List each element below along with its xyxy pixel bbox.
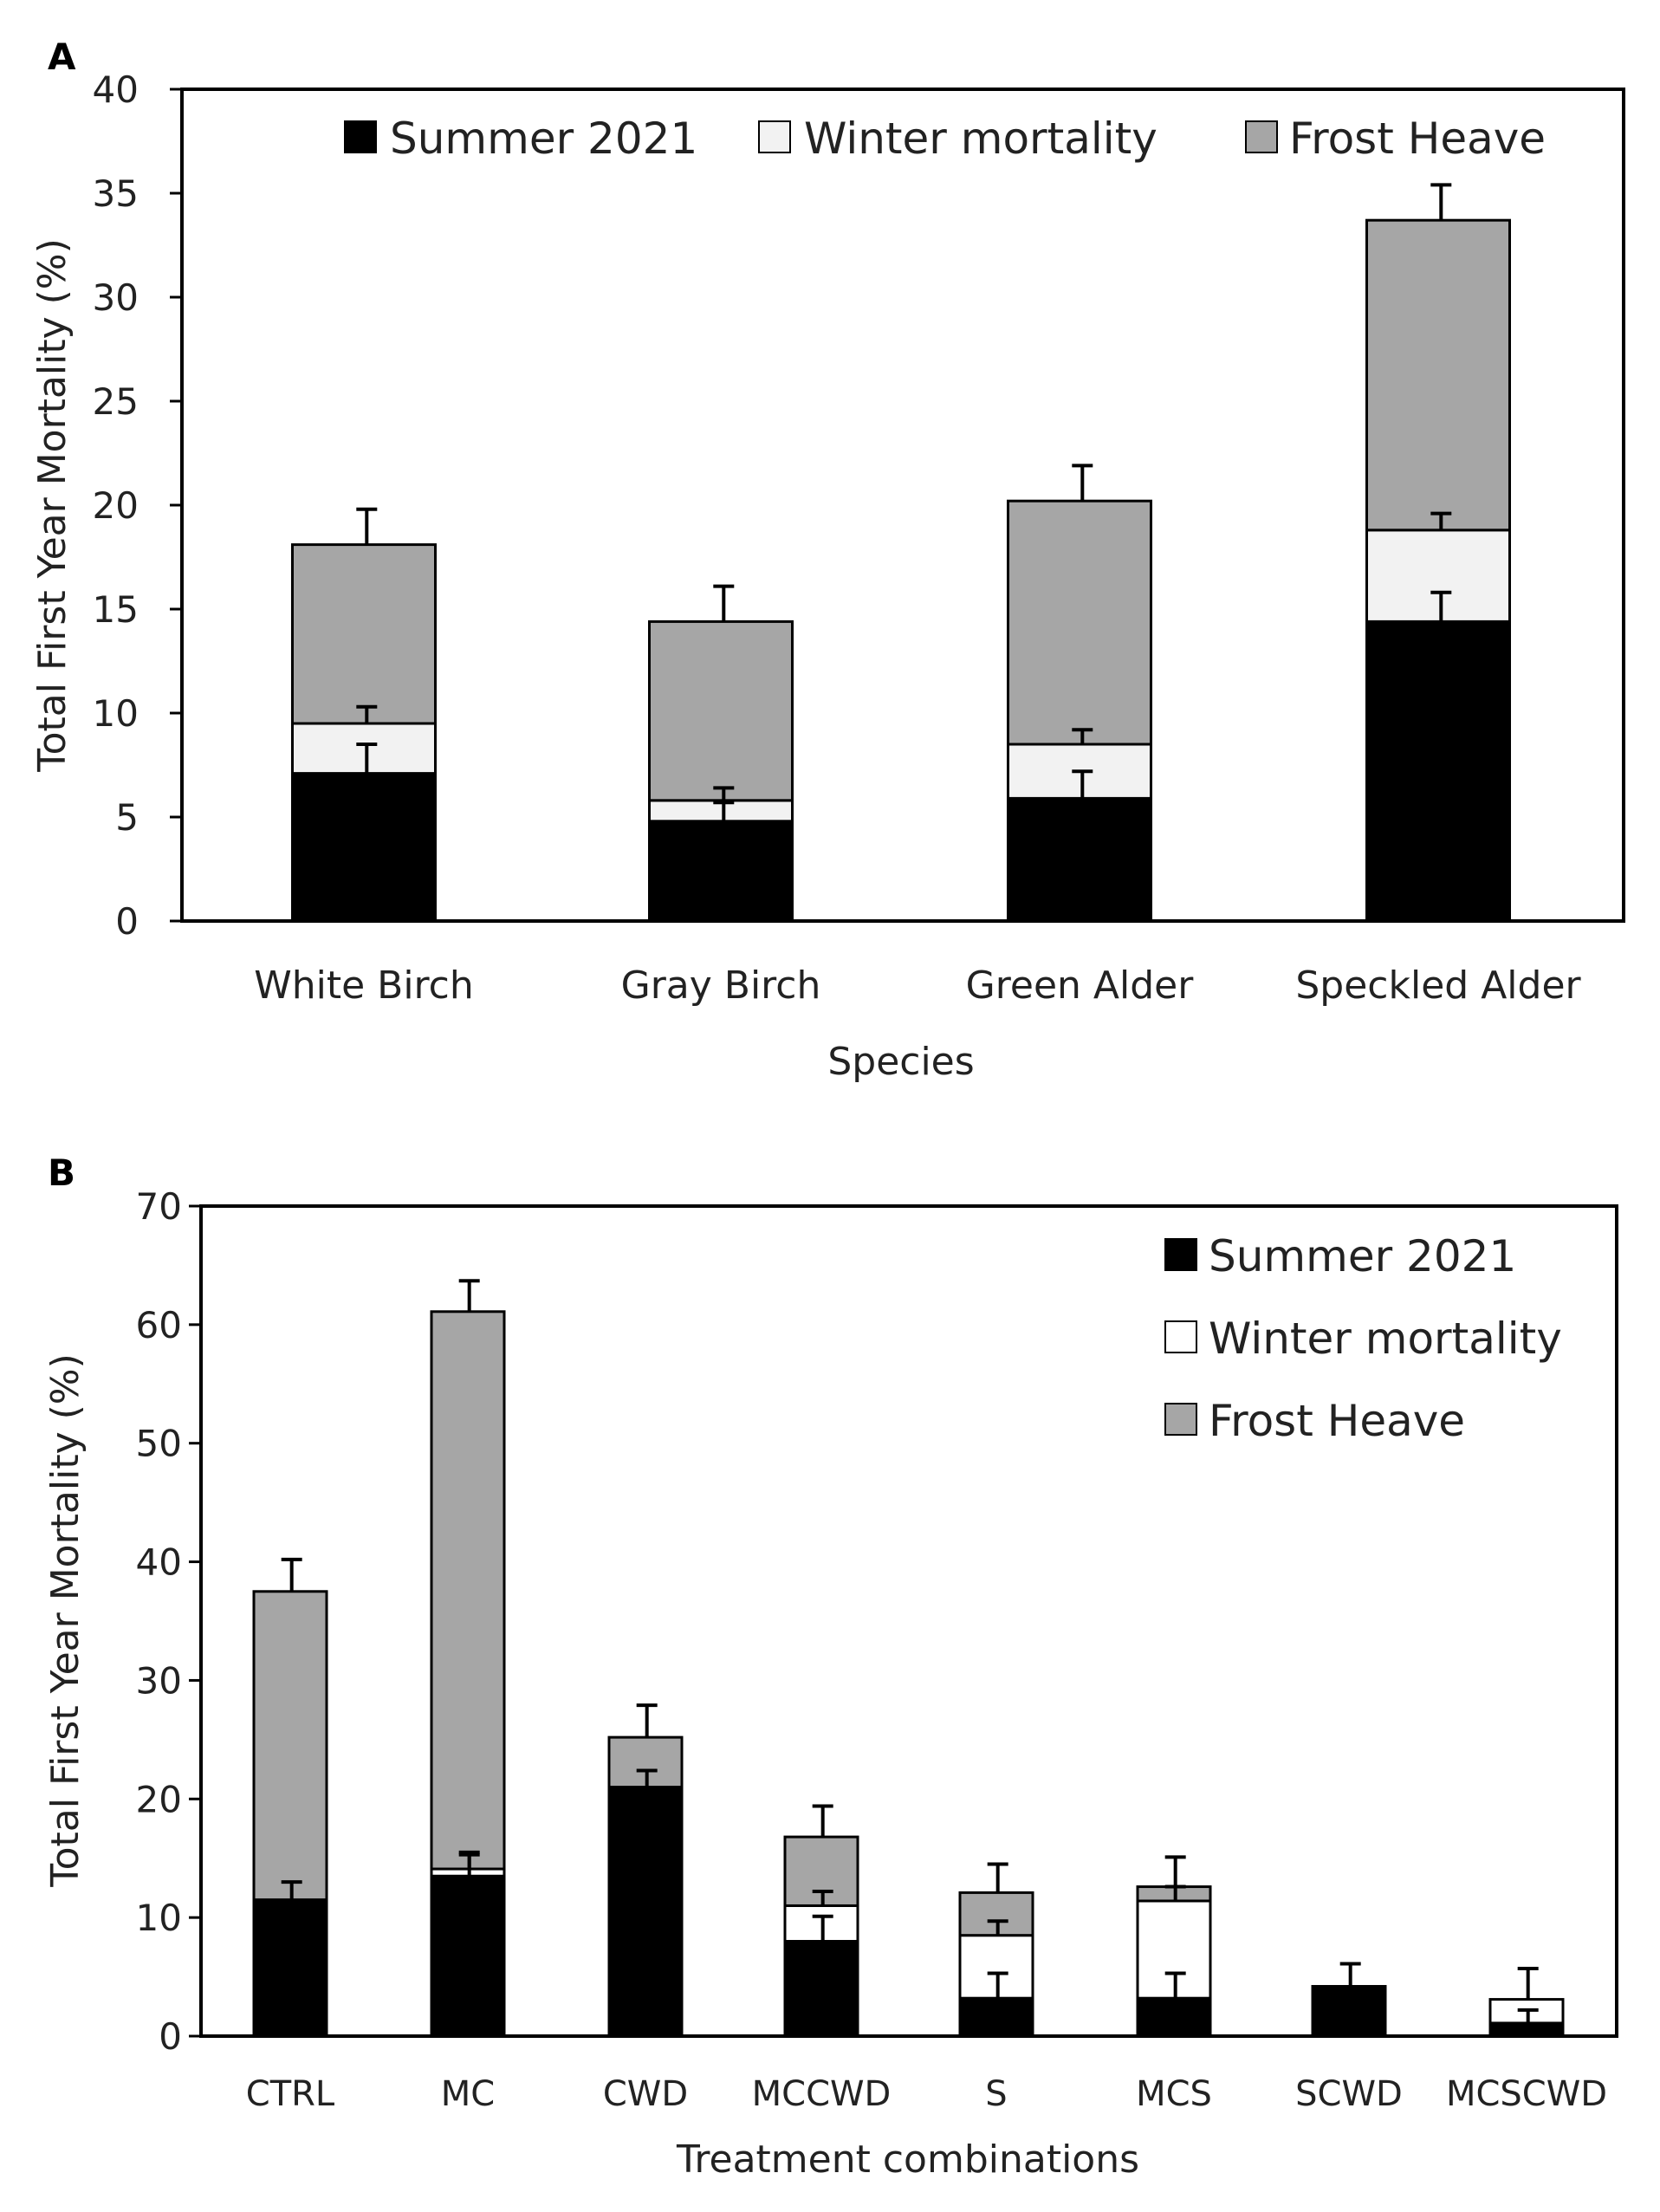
panel-b-x-axis-title: Treatment combinations bbox=[676, 2137, 1139, 2182]
panel-b-legend-label: Winter mortality bbox=[1209, 1314, 1562, 1364]
panel-b-y-tick-label: 40 bbox=[136, 1541, 182, 1584]
panel-b-category-label: S bbox=[985, 2074, 1007, 2114]
panel-a-bar-summer bbox=[291, 772, 437, 923]
panel-b-legend-label: Frost Heave bbox=[1209, 1396, 1465, 1446]
panel-b-bar-frost bbox=[430, 1310, 506, 1871]
panel-b-category-label: CTRL bbox=[246, 2074, 335, 2114]
panel-a-legend: Summer 2021 Winter mortality Frost Heave bbox=[344, 114, 1546, 164]
panel-b-legend-swatch-frost bbox=[1164, 1403, 1197, 1436]
panel-a-y-tick-label: 40 bbox=[93, 68, 139, 111]
panel-a-label: A bbox=[48, 36, 76, 78]
panel-b-category-label: MCS bbox=[1136, 2074, 1212, 2114]
panel-b-bar-summer bbox=[958, 1996, 1034, 2038]
panel-a-bar-frost bbox=[291, 543, 437, 725]
panel-a-y-tick-label: 30 bbox=[93, 276, 139, 319]
panel-a-bar-summer bbox=[1365, 619, 1511, 923]
panel-a-y-tick-label: 35 bbox=[93, 172, 139, 215]
panel-a-x-axis: White Birch Gray Birch Green Alder Speck… bbox=[254, 963, 1581, 1008]
panel-a-legend-swatch-summer bbox=[344, 120, 377, 153]
panel-a-legend-swatch-frost bbox=[1245, 120, 1278, 153]
panel-b-label: B bbox=[48, 1151, 75, 1194]
panel-b-y-tick-label: 20 bbox=[136, 1778, 182, 1820]
panel-b: B 0 10 20 30 40 50 60 70 CTRL MC CWD MCCWD S MC… bbox=[43, 1151, 1618, 2182]
panel-b-legend-label: Summer 2021 bbox=[1209, 1231, 1516, 1281]
panel-b-category-label: CWD bbox=[603, 2074, 688, 2114]
panel-a-legend-label: Summer 2021 bbox=[390, 114, 697, 164]
panel-b-bar-frost bbox=[252, 1590, 328, 1902]
panel-a-bar-summer bbox=[648, 820, 794, 923]
panel-b-y-tick-label: 70 bbox=[136, 1185, 182, 1228]
panel-b-error-bars bbox=[281, 1279, 1539, 2023]
panel-a-y-tick-label: 25 bbox=[93, 380, 139, 423]
panel-b-y-tick-label: 60 bbox=[136, 1304, 182, 1346]
panel-a-y-axis-title: Total First Year Mortality (%) bbox=[30, 238, 75, 773]
panel-a-y-tick-label: 20 bbox=[93, 484, 139, 527]
panel-a-bar-frost bbox=[648, 619, 794, 802]
panel-b-x-axis: CTRL MC CWD MCCWD S MCS SCWD MCSCWD bbox=[246, 2074, 1607, 2114]
panel-b-plot-frame bbox=[199, 1204, 1618, 2038]
panel-a: A 0 5 10 15 20 25 30 35 40 White Birch Gray Birc… bbox=[30, 36, 1625, 1084]
panel-b-bar-summer bbox=[1136, 1996, 1212, 2038]
panel-b-bar-summer bbox=[252, 1898, 328, 2038]
panel-b-bar-summer bbox=[1311, 1985, 1387, 2038]
panel-b-category-label: MCCWD bbox=[752, 2074, 892, 2114]
panel-b-bar-summer bbox=[607, 1786, 684, 2038]
panel-b-legend: Summer 2021 Winter mortality Frost Heave bbox=[1164, 1231, 1562, 1446]
panel-b-bar-summer bbox=[783, 1940, 859, 2038]
panel-b-legend-swatch-winter bbox=[1164, 1320, 1197, 1353]
panel-b-y-tick-label: 0 bbox=[159, 2015, 182, 2058]
panel-b-bar-summer bbox=[1488, 2021, 1565, 2038]
panel-a-y-tick-label: 15 bbox=[93, 588, 139, 631]
panel-a-y-tick-label: 5 bbox=[115, 796, 139, 839]
panel-b-y-tick-label: 50 bbox=[136, 1423, 182, 1465]
panel-a-legend-label: Frost Heave bbox=[1289, 114, 1546, 164]
panel-a-bar-winter bbox=[1365, 529, 1511, 623]
panel-a-legend-label: Winter mortality bbox=[804, 114, 1157, 164]
panel-a-bars bbox=[291, 218, 1511, 923]
panel-b-category-label: MCSCWD bbox=[1446, 2074, 1607, 2114]
panel-a-bar-winter bbox=[291, 722, 437, 775]
panel-a-bar-frost bbox=[1365, 218, 1511, 532]
panel-b-legend-swatch-summer bbox=[1164, 1238, 1197, 1271]
panel-b-y-tick-label: 10 bbox=[136, 1897, 182, 1939]
panel-a-y-axis: 0 5 10 15 20 25 30 35 40 bbox=[93, 68, 182, 943]
panel-a-category-label: White Birch bbox=[254, 963, 474, 1008]
panel-b-y-tick-label: 30 bbox=[136, 1659, 182, 1702]
panel-a-y-tick-label: 10 bbox=[93, 692, 139, 735]
panel-a-bar-frost bbox=[1007, 499, 1152, 746]
panel-a-y-tick-label: 0 bbox=[115, 900, 139, 943]
panel-a-category-label: Green Alder bbox=[966, 963, 1195, 1008]
panel-a-category-label: Gray Birch bbox=[621, 963, 821, 1008]
panel-b-category-label: SCWD bbox=[1295, 2074, 1403, 2114]
panel-b-category-label: MC bbox=[441, 2074, 495, 2114]
panel-a-x-axis-title: Species bbox=[827, 1040, 974, 1084]
panel-b-y-axis-title: Total First Year Mortality (%) bbox=[43, 1353, 88, 1888]
panel-b-bars bbox=[252, 1310, 1565, 2038]
panel-b-bar-summer bbox=[430, 1874, 506, 2038]
panel-b-y-axis: 0 10 20 30 40 50 60 70 bbox=[136, 1185, 201, 2058]
panel-a-legend-swatch-winter bbox=[758, 120, 791, 153]
panel-a-error-bars bbox=[356, 183, 1452, 821]
panel-a-category-label: Speckled Alder bbox=[1295, 963, 1581, 1008]
panel-a-bar-summer bbox=[1007, 796, 1152, 923]
